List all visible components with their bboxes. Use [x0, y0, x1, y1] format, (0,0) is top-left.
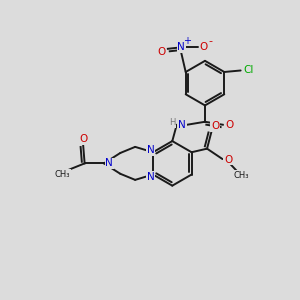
Text: N: N — [147, 145, 154, 155]
Text: O: O — [211, 121, 219, 131]
Text: -: - — [208, 36, 212, 46]
Text: N: N — [147, 172, 154, 182]
Text: +: + — [183, 36, 191, 46]
Text: N: N — [105, 158, 113, 168]
Text: CH₃: CH₃ — [55, 170, 70, 179]
Text: CH₃: CH₃ — [233, 171, 249, 180]
Text: N: N — [177, 42, 185, 52]
Text: Cl: Cl — [243, 65, 253, 76]
Text: O: O — [225, 120, 233, 130]
Text: H: H — [169, 118, 176, 127]
Text: O: O — [79, 134, 87, 144]
Text: O: O — [224, 155, 232, 165]
Text: O: O — [157, 47, 165, 57]
Text: O: O — [200, 42, 208, 52]
Text: N: N — [178, 120, 186, 130]
